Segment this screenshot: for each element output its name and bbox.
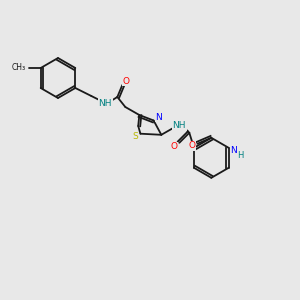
Text: S: S (133, 132, 138, 141)
Text: CH₃: CH₃ (12, 64, 26, 73)
Text: NH: NH (99, 98, 112, 107)
Text: H: H (238, 151, 244, 160)
Text: NH: NH (172, 121, 186, 130)
Text: N: N (155, 113, 162, 122)
Text: O: O (123, 76, 130, 85)
Text: O: O (189, 141, 196, 150)
Text: O: O (171, 142, 178, 151)
Text: N: N (230, 146, 237, 155)
